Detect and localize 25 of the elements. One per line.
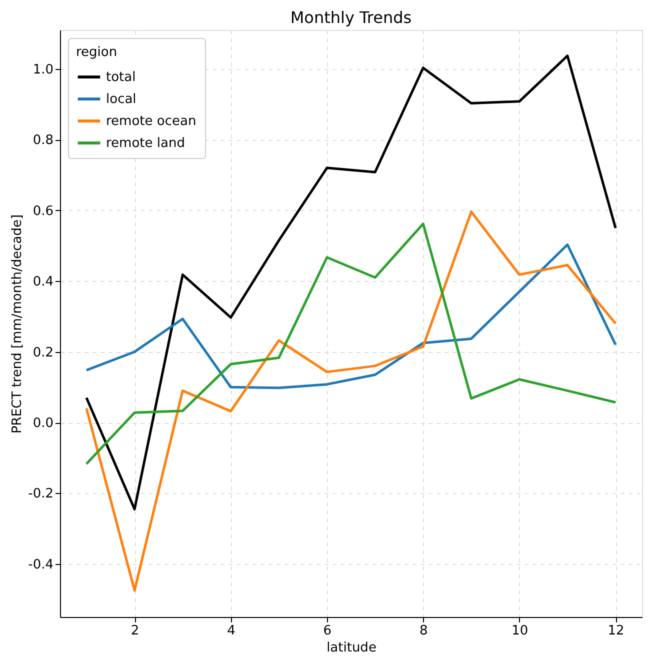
x-tick-label: 12 xyxy=(608,624,624,638)
legend-title: region xyxy=(76,45,118,60)
x-tick-label: 4 xyxy=(227,624,236,638)
legend-label: total xyxy=(106,70,136,85)
line-series xyxy=(85,243,617,390)
y-tick-label: -0.2 xyxy=(28,486,54,502)
y-tick-label: 0.2 xyxy=(32,345,54,360)
line-series xyxy=(85,210,617,592)
y-tick-label: 0.0 xyxy=(32,416,54,432)
x-tick-label: 8 xyxy=(420,624,428,638)
x-tick-label: 2 xyxy=(130,624,140,638)
line-series xyxy=(85,222,617,466)
legend-label: remote ocean xyxy=(106,114,196,129)
y-tick-label: 0.8 xyxy=(32,133,54,148)
legend-label: remote land xyxy=(106,136,185,151)
y-tick-label: 1.0 xyxy=(32,62,54,78)
x-tick-label: 10 xyxy=(512,624,528,638)
chart-title: Monthly Trends xyxy=(290,8,412,27)
y-tick-label: 0.4 xyxy=(32,274,54,290)
y-axis-title: PRECT trend [mm/month/decade] xyxy=(10,214,26,434)
y-tick-label: 0.6 xyxy=(32,204,54,219)
x-axis-title: latitude xyxy=(326,640,376,656)
x-tick-label: 6 xyxy=(323,624,332,638)
legend-label: local xyxy=(106,92,136,107)
y-tick-label: -0.4 xyxy=(28,557,54,572)
